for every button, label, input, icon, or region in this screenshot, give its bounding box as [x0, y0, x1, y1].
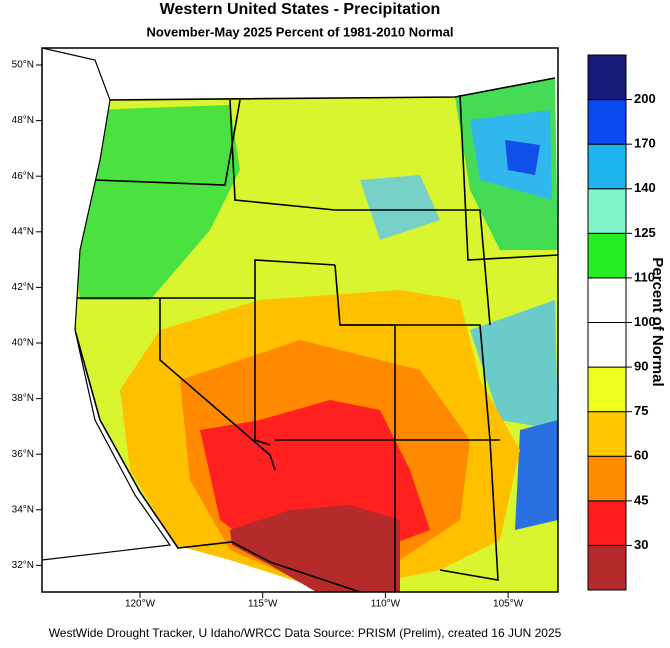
- legend-swatch: [587, 544, 627, 591]
- legend-label: 140: [634, 180, 656, 195]
- footer: WestWide Drought Tracker, U Idaho/WRCC D…: [49, 626, 562, 640]
- legend-label: 90: [634, 359, 648, 374]
- legend-swatch: [587, 54, 627, 101]
- lon-label: 105°W: [493, 599, 524, 610]
- lat-label: 32°N: [12, 560, 34, 571]
- title: Western United States - Precipitation: [160, 1, 441, 18]
- lat-label: 44°N: [12, 226, 34, 237]
- legend-swatch: [587, 188, 627, 234]
- lon-label: 115°W: [248, 599, 278, 610]
- legend-label: 75: [634, 403, 648, 418]
- lat-label: 48°N: [12, 115, 34, 126]
- lat-label: 34°N: [12, 504, 34, 515]
- map-frame: [41, 47, 559, 593]
- lon-label: 110°W: [371, 599, 401, 610]
- lat-label: 40°N: [12, 338, 34, 349]
- lon-label: 120°W: [125, 599, 156, 610]
- legend-label: 110: [634, 269, 655, 284]
- legend-title: Percent of Normal: [649, 257, 666, 386]
- lat-label: 50°N: [12, 60, 34, 71]
- legend-label: 170: [634, 136, 656, 151]
- map-area: [42, 48, 558, 592]
- legend-label: 60: [634, 448, 648, 463]
- lat-label: 38°N: [12, 393, 34, 404]
- legend-swatch: [587, 455, 627, 502]
- legend-swatch: [587, 143, 627, 190]
- legend-label: 125: [634, 225, 656, 240]
- legend-swatch: [587, 99, 627, 145]
- legend-swatch: [587, 232, 627, 279]
- legend-swatch: [587, 500, 627, 546]
- legend-label: 30: [634, 537, 648, 552]
- lat-label: 36°N: [12, 449, 34, 460]
- lat-label: 42°N: [12, 282, 34, 293]
- lat-label: 46°N: [12, 171, 34, 182]
- legend-swatch: [587, 322, 627, 368]
- legend-label: 200: [634, 91, 656, 106]
- legend-swatch: [587, 411, 627, 457]
- legend-label: 45: [634, 492, 648, 507]
- legend-swatch: [587, 277, 627, 323]
- legend-label: 100: [634, 314, 656, 329]
- legend-swatch: [587, 366, 627, 413]
- subtitle: November-May 2025 Percent of 1981-2010 N…: [146, 24, 453, 39]
